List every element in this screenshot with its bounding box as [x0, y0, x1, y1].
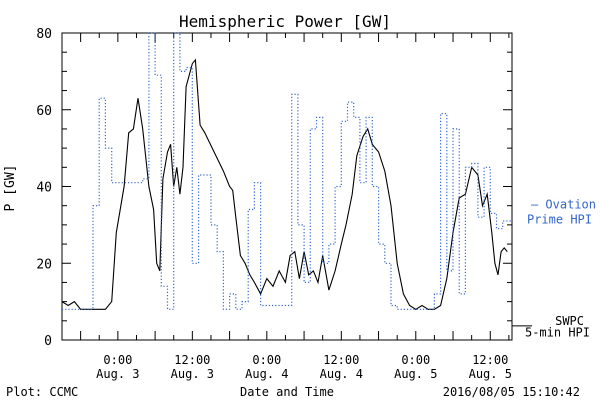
y-tick-label: 0: [44, 334, 52, 349]
series-layer: [61, 32, 512, 310]
footer-plot-credit: Plot: CCMC: [6, 385, 78, 399]
x-tick-label-time: 0:00: [103, 353, 132, 367]
y-axis-label: P [GW]: [3, 165, 18, 212]
x-tick-label-date: Aug. 4: [245, 367, 288, 381]
footer-timestamp: 2016/08/05 15:10:42: [443, 385, 580, 399]
y-tick-label: 40: [36, 181, 52, 196]
x-tick-label-time: 12:00: [472, 353, 508, 367]
series-swpc: [61, 58, 508, 310]
x-tick-label-time: 12:00: [323, 353, 359, 367]
plot-frame: [61, 32, 513, 341]
legend-ovation-line2: Prime HPI: [527, 212, 592, 226]
y-tick-label: 20: [36, 257, 52, 272]
chart-title: Hemispheric Power [GW]: [179, 12, 391, 31]
x-tick-label-time: 0:00: [401, 353, 430, 367]
legend-ovation-line1: — Ovation: [531, 197, 596, 211]
x-tick-label-date: Aug. 5: [394, 367, 437, 381]
x-tick-label-date: Aug. 4: [320, 367, 363, 381]
series-ovation-prime-hpi: [62, 32, 512, 310]
y-tick-label: 80: [36, 27, 52, 42]
x-tick-label-date: Aug. 5: [469, 367, 512, 381]
x-tick-label-date: Aug. 3: [171, 367, 214, 381]
plot-border: [61, 32, 513, 341]
legend-5min-hpi: 5-min HPI: [525, 325, 590, 339]
y-axis-ticks: 0 20 40 60 80: [36, 27, 512, 349]
x-tick-label-time: 0:00: [252, 353, 281, 367]
x-tick-label-time: 12:00: [174, 353, 210, 367]
y-tick-label: 60: [36, 104, 52, 119]
x-axis-label: Date and Time: [240, 385, 334, 399]
legend-swpc: SWPC: [555, 314, 584, 328]
x-tick-label-date: Aug. 3: [96, 367, 139, 381]
